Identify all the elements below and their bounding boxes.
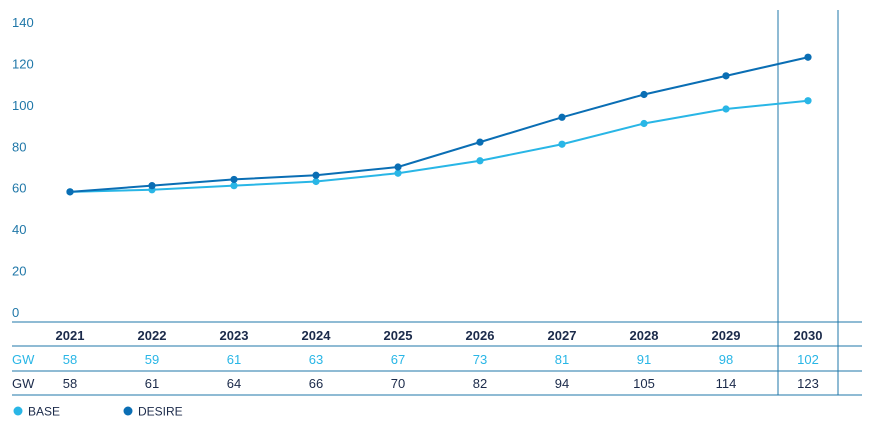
table-cell-base: 98: [719, 352, 733, 367]
table-cell-base: 67: [391, 352, 405, 367]
table-cell-base: 61: [227, 352, 241, 367]
table-cell-base: 91: [637, 352, 651, 367]
data-point-base: [230, 182, 238, 190]
table-cell-desire: 82: [473, 376, 487, 391]
data-point-desire: [148, 182, 156, 190]
data-point-desire: [230, 175, 238, 184]
table-cell-base: 59: [145, 352, 159, 367]
y-tick-label: 120: [12, 56, 34, 71]
table-cell-base: 63: [309, 352, 323, 367]
table-cell-desire: 114: [716, 376, 737, 391]
data-point-desire: [394, 163, 402, 171]
legend: BASE DESIRE: [13, 405, 183, 419]
year-label: 2029: [712, 328, 741, 343]
data-point-base: [312, 177, 320, 186]
table-cell-base: 58: [63, 352, 77, 367]
y-axis: 0 20 40 60 80 100 120 140: [12, 15, 34, 320]
table-cell-desire: 70: [391, 376, 405, 391]
data-point-desire: [804, 53, 812, 61]
series-points: [66, 53, 812, 196]
data-point-base: [476, 157, 484, 165]
data-point-base: [558, 140, 566, 148]
table-cell-desire: 105: [633, 376, 655, 391]
series-line-desire: [69, 56, 809, 193]
series-line-base: [69, 99, 809, 193]
year-label: 2025: [384, 328, 413, 343]
year-label: 2023: [220, 328, 249, 343]
table-row-unit-label: GW: [12, 376, 35, 391]
data-point-base: [722, 105, 730, 113]
table-cell-desire: 64: [227, 376, 241, 391]
table-row-unit-label: GW: [12, 352, 35, 367]
data-point-desire: [722, 72, 730, 80]
legend-label-base: BASE: [28, 405, 60, 419]
series-lines: [69, 56, 809, 193]
year-label: 2024: [302, 328, 332, 343]
table-cell-desire: 58: [63, 376, 77, 391]
table-cell-desire: 61: [145, 376, 159, 391]
data-point-desire: [640, 90, 648, 99]
legend-label-desire: DESIRE: [138, 405, 183, 419]
data-point-desire: [476, 138, 484, 146]
y-tick-label: 20: [12, 264, 26, 279]
y-tick-label: 80: [12, 139, 26, 154]
legend-marker-desire: [123, 406, 133, 416]
year-label: 2030: [794, 328, 823, 343]
year-label: 2028: [630, 328, 659, 343]
highlight-2030-frame: [777, 10, 839, 395]
table-cell-base: 102: [797, 352, 819, 367]
year-label: 2026: [466, 328, 495, 343]
data-point-base: [640, 119, 648, 128]
data-point-desire: [312, 171, 320, 179]
table-cell-desire: 66: [309, 376, 323, 391]
year-label: 2027: [548, 328, 577, 343]
data-point-desire: [66, 188, 74, 196]
year-label: 2022: [138, 328, 167, 343]
y-tick-label: 60: [12, 181, 26, 196]
y-tick-label: 0: [12, 305, 19, 320]
year-label: 2021: [56, 328, 85, 343]
data-point-base: [394, 169, 402, 177]
data-point-base: [804, 97, 812, 105]
data-point-desire: [558, 113, 566, 121]
table-cell-base: 73: [473, 352, 487, 367]
table-cell-desire: 123: [797, 376, 819, 391]
table-cell-base: 81: [555, 352, 569, 367]
data-table: 2021 2022 2023 2024 2025 2026 2027 2028 2029 2030…: [12, 321, 862, 396]
y-tick-label: 140: [12, 15, 34, 30]
y-tick-label: 100: [12, 98, 34, 113]
table-cell-desire: 94: [555, 376, 569, 391]
legend-marker-base: [13, 406, 23, 416]
y-tick-label: 40: [12, 222, 26, 237]
